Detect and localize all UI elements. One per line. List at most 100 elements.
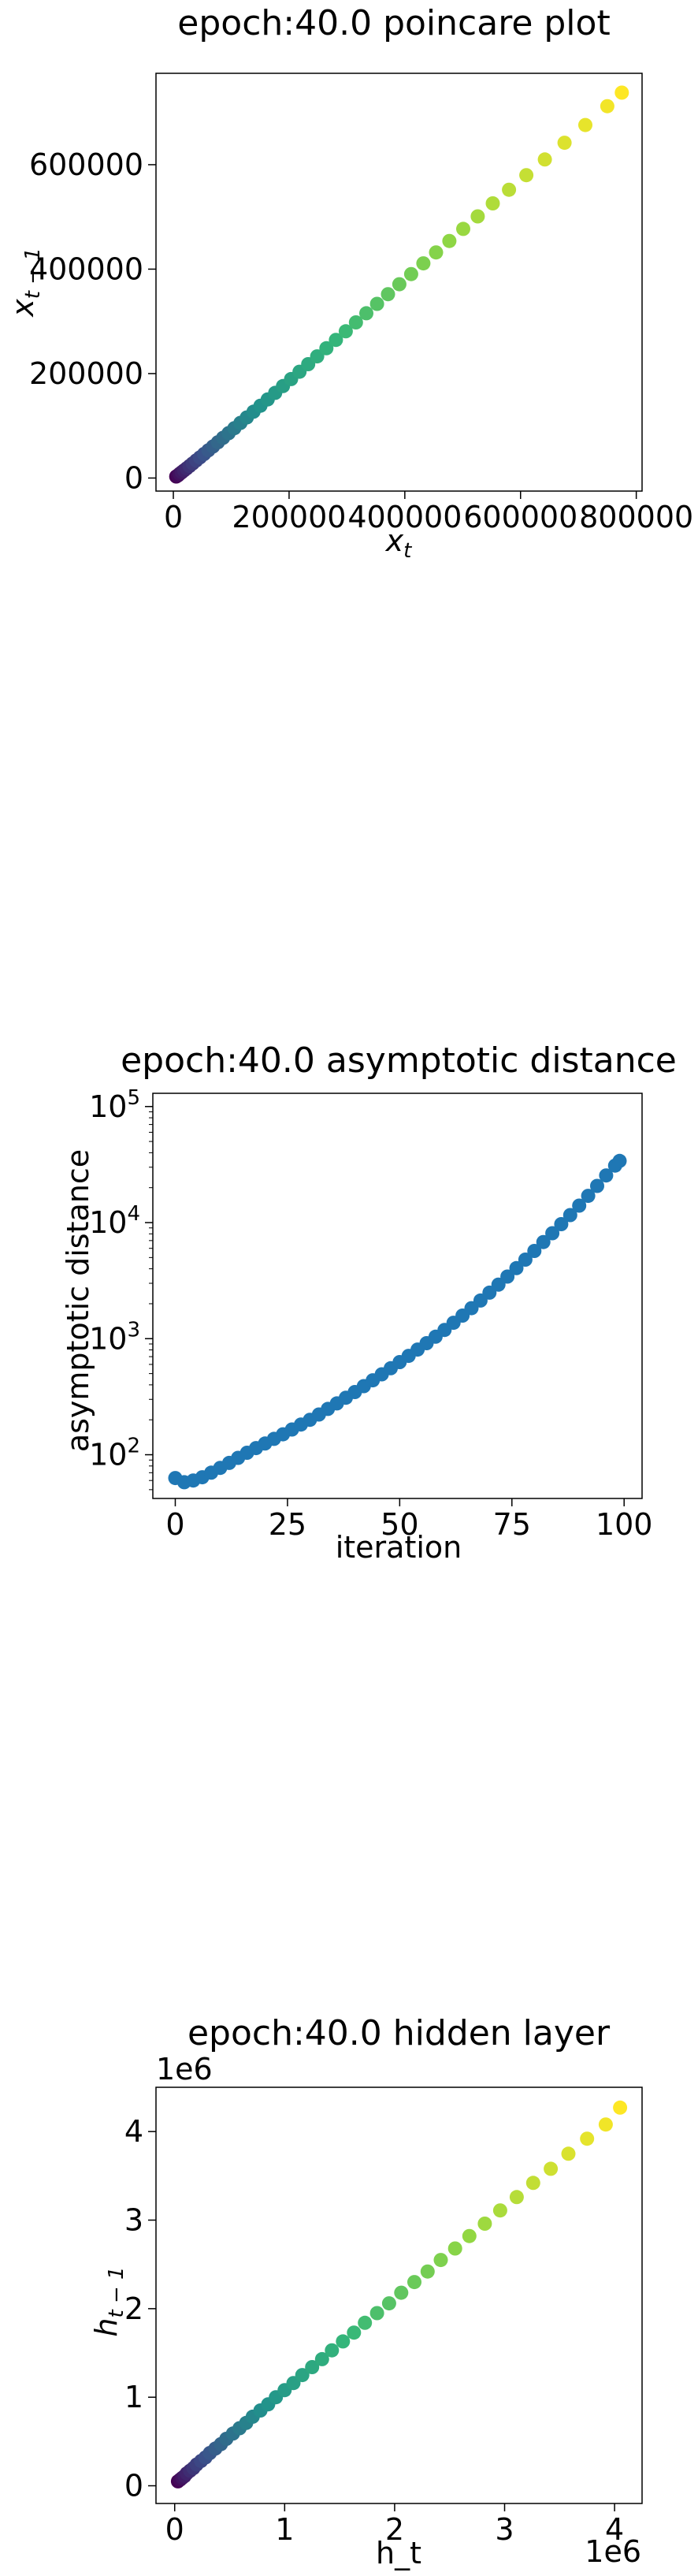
scatter-point	[407, 2275, 421, 2290]
scatter-point	[369, 2306, 384, 2321]
x-tick-label: 1	[275, 2512, 294, 2547]
scatter-point	[462, 2228, 477, 2243]
scatter-point	[545, 1226, 560, 1241]
y-axis-label: xt − 1	[6, 248, 45, 318]
y-tick-label: 2	[124, 2291, 143, 2326]
x-tick-label: 4	[605, 2512, 624, 2547]
x-tick-label: 3	[495, 2512, 514, 2547]
scatter-point	[416, 256, 431, 271]
y-tick-label: 600000	[29, 147, 143, 182]
x-axis-ticks: 0 200000 400000 600000 800000	[164, 491, 693, 534]
y-tick-label: 1	[124, 2380, 143, 2414]
y-tick-label: 104	[89, 1202, 140, 1240]
scatter-point	[338, 324, 353, 339]
chart-title: epoch:40.0 asymptotic distance	[121, 1040, 677, 1081]
scatter-points	[168, 1153, 627, 1490]
x-tick-label: 0	[165, 2512, 184, 2547]
scatter-point	[336, 2334, 351, 2349]
scatter-point	[310, 349, 325, 364]
scatter-point	[347, 2325, 362, 2340]
y-axis-ticks: 102 103 104 105	[89, 1086, 153, 1491]
scatter-point	[536, 1234, 551, 1249]
x-tick-label: 0	[165, 1507, 184, 1542]
scatter-point	[527, 1244, 542, 1258]
y-tick-label: 105	[89, 1086, 140, 1124]
plot-frame	[155, 73, 643, 492]
scatter-point	[557, 136, 572, 151]
scatter-point	[613, 2100, 628, 2115]
x-tick-label: 400000	[347, 500, 462, 534]
scatter-point	[319, 341, 334, 356]
scatter-point	[572, 1198, 587, 1213]
scatter-point	[429, 245, 444, 260]
scatter-point	[492, 2203, 507, 2218]
chart-title: epoch:40.0 poincare plot	[177, 3, 610, 43]
scatter-point	[477, 2217, 492, 2231]
y-axis-offset-text: 1e6	[156, 2052, 213, 2086]
scatter-point	[394, 2285, 409, 2300]
x-axis-label: iteration	[336, 1530, 462, 1565]
y-tick-label: 4	[124, 2114, 143, 2149]
y-axis-ticks: 0 1 2 3 4	[124, 2114, 156, 2503]
x-tick-label: 800000	[579, 500, 693, 534]
x-tick-label: 75	[493, 1507, 531, 1542]
y-axis-label: asymptotic distance	[61, 1149, 95, 1452]
plot-frame	[155, 2086, 643, 2504]
y-axis-ticks: 0 200000 400000 600000	[29, 147, 156, 495]
scatter-point	[519, 168, 534, 183]
plot-frame	[152, 1093, 643, 1499]
x-tick-label: 600000	[463, 500, 577, 534]
scatter-point	[509, 2190, 524, 2205]
scatter-point	[392, 277, 407, 292]
scatter-point	[554, 1217, 569, 1231]
scatter-point	[561, 2146, 576, 2161]
scatter-point	[502, 182, 517, 197]
x-axis-label: h_t	[376, 2536, 421, 2570]
x-axis-ticks: 0 1 2 3 4	[165, 2503, 624, 2547]
scatter-point	[544, 2161, 559, 2176]
scatter-point	[329, 333, 343, 348]
chart-title: epoch:40.0 hidden layer	[187, 2013, 611, 2053]
scatter-point	[359, 306, 373, 321]
scatter-point	[580, 2131, 595, 2146]
x-tick-label: 50	[381, 1507, 418, 1542]
scatter-point	[485, 196, 500, 210]
x-tick-label: 200000	[232, 500, 346, 534]
x-tick-label: 100	[596, 1507, 653, 1542]
scatter-point	[600, 99, 614, 114]
scatter-point	[420, 2264, 435, 2279]
scatter-point	[381, 287, 395, 302]
x-tick-label: 0	[164, 500, 183, 534]
y-tick-label: 200000	[29, 356, 143, 391]
scatter-point	[369, 296, 384, 311]
scatter-point	[599, 1168, 614, 1183]
scatter-point	[314, 2351, 329, 2366]
scatter-point	[325, 2343, 340, 2358]
scatter-point	[612, 1153, 627, 1168]
y-tick-label: 102	[89, 1435, 140, 1472]
y-tick-label: 400000	[29, 251, 143, 286]
scatter-points	[170, 2100, 628, 2489]
scatter-points	[169, 85, 629, 484]
scatter-point	[614, 85, 629, 100]
y-tick-label: 3	[124, 2203, 143, 2238]
scatter-point	[578, 117, 592, 132]
scatter-point	[403, 266, 418, 281]
scatter-point	[358, 2315, 373, 2330]
y-tick-label: 0	[124, 460, 143, 495]
scatter-point	[562, 1208, 577, 1223]
chart-poincare: epoch:40.0 poincare plot 0 200000 400000 60…	[6, 3, 693, 563]
scatter-point	[590, 1178, 604, 1193]
x-tick-label: 2	[385, 2512, 404, 2547]
scatter-point	[447, 2241, 462, 2256]
y-tick-label: 0	[124, 2469, 143, 2503]
scatter-point	[518, 1253, 533, 1267]
scatter-point	[456, 221, 470, 236]
y-tick-label: 103	[89, 1318, 140, 1356]
x-axis-offset-text: 1e6	[585, 2534, 641, 2569]
x-axis-ticks: 0 25 50 75 100	[165, 1498, 652, 1542]
scatter-point	[525, 2176, 540, 2191]
scatter-point	[305, 2360, 320, 2374]
